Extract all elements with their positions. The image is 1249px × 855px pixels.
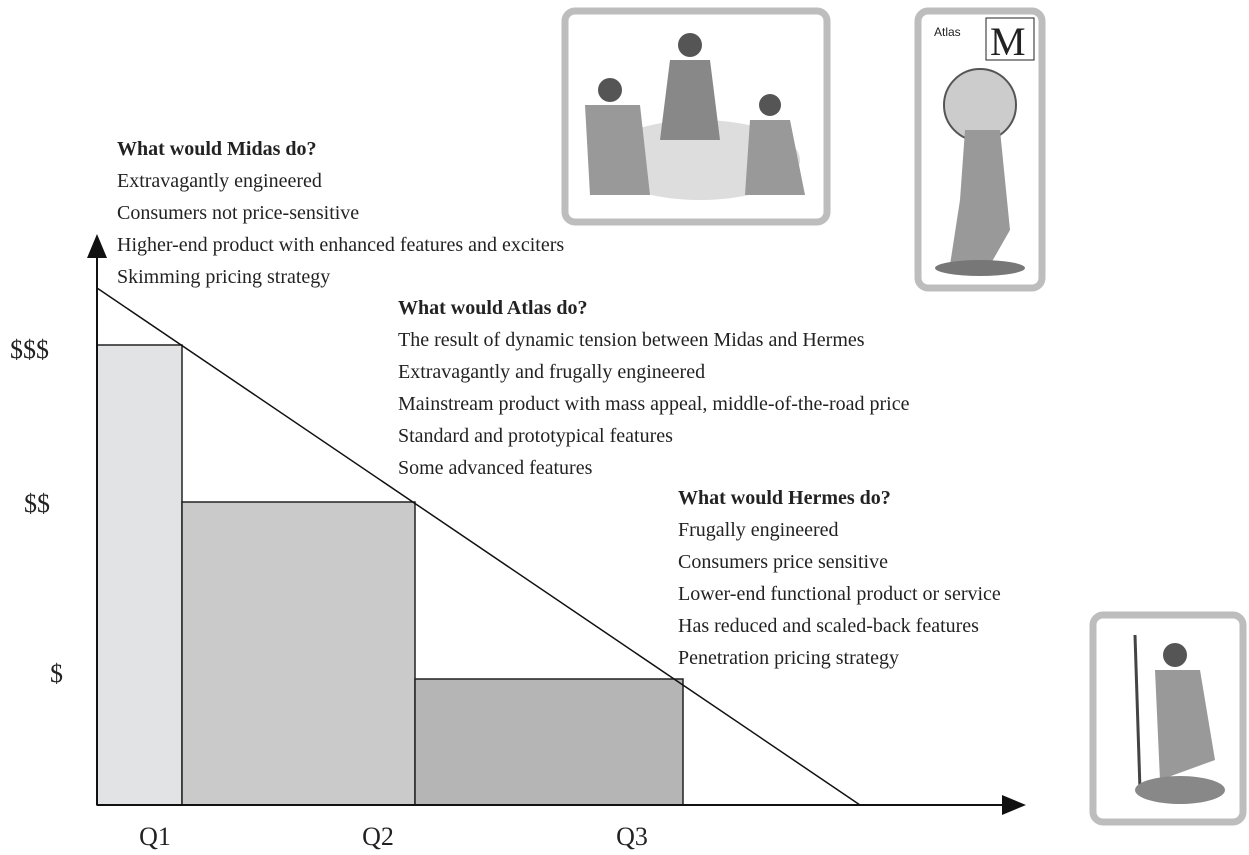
block-line: Extravagantly engineered xyxy=(117,170,322,192)
y-label: $ xyxy=(50,659,63,688)
block-line: Frugally engineered xyxy=(678,519,839,541)
atlas-picture: Atlas M xyxy=(914,7,1046,292)
x-label: Q2 xyxy=(362,822,394,851)
y-label: $$ xyxy=(24,489,50,518)
q1-bar xyxy=(96,344,183,806)
block-line: Standard and prototypical features xyxy=(398,425,673,447)
block-line: Mainstream product with mass appeal, mid… xyxy=(398,393,910,415)
x-label: Q3 xyxy=(616,822,648,851)
q3-bar xyxy=(414,678,684,806)
midas-picture xyxy=(561,7,831,226)
hermes-picture xyxy=(1089,611,1247,826)
block-line: Lower-end functional product or service xyxy=(678,583,1001,605)
block-line: Skimming pricing strategy xyxy=(117,266,330,288)
atlas-letter: M xyxy=(990,19,1026,64)
block-line: Penetration pricing strategy xyxy=(678,647,899,669)
y-label: $$$ xyxy=(10,335,49,364)
atlas-caption: Atlas xyxy=(934,25,961,39)
block-line: Extravagantly and frugally engineered xyxy=(398,361,705,383)
block-line: Higher-end product with enhanced feature… xyxy=(117,234,564,256)
block-line: Consumers not price-sensitive xyxy=(117,202,359,224)
x-label: Q1 xyxy=(139,822,171,851)
q2-bar xyxy=(181,501,416,806)
block-line: The result of dynamic tension between Mi… xyxy=(398,329,865,351)
diagonal xyxy=(96,287,861,806)
block-line: Some advanced features xyxy=(398,457,593,479)
block-title: What would Atlas do? xyxy=(398,297,588,319)
block-line: Has reduced and scaled-back features xyxy=(678,615,979,637)
block-title: What would Midas do? xyxy=(117,138,317,160)
block-title: What would Hermes do? xyxy=(678,487,891,509)
block-line: Consumers price sensitive xyxy=(678,551,888,573)
